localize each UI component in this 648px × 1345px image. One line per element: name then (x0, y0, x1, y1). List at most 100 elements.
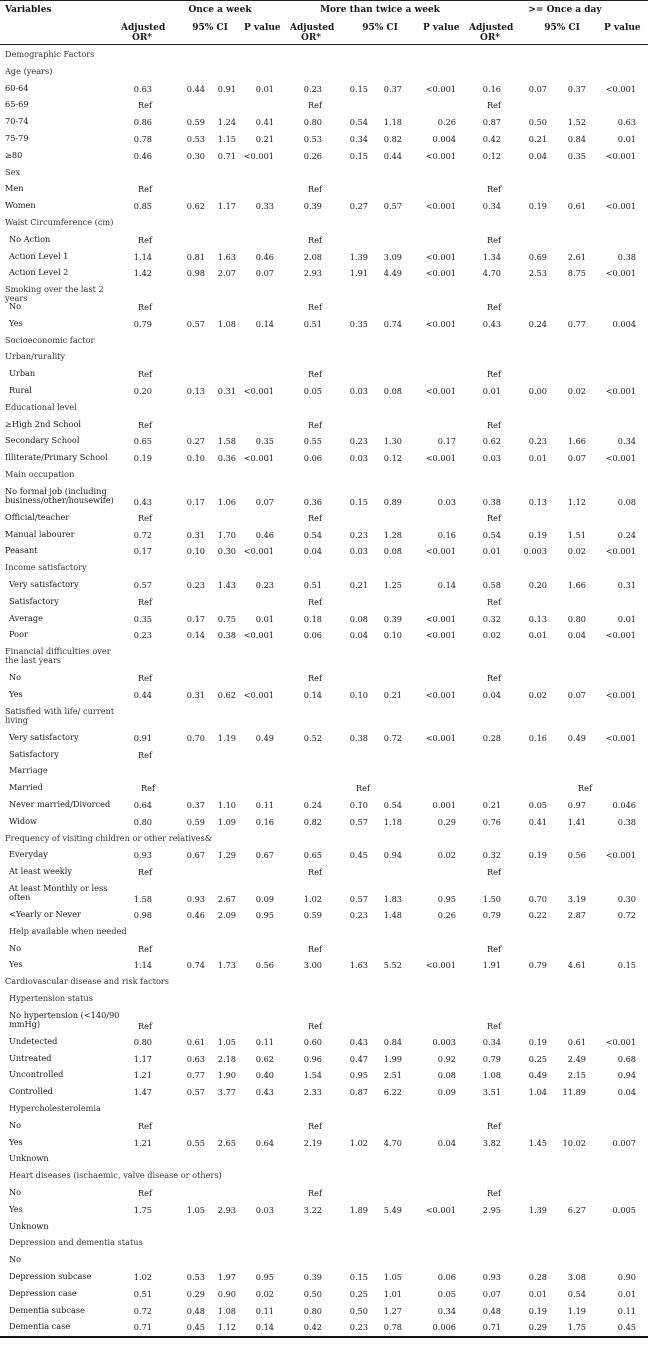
table-cell: 1.91 (482, 960, 501, 971)
table-row: Urban Ref Ref Ref (0, 367, 648, 383)
table-cell: 3.51 (482, 1087, 501, 1098)
table-cell: 0.01 (528, 453, 547, 464)
table-cell: 0.98 (133, 910, 152, 920)
table-cell: 0.26 (303, 150, 322, 161)
table-row: 70-74 0.86 0.59 1.24 0.41 0.80 0.54 1.18 0.26 0.8… (0, 115, 648, 131)
table-cell: 0.77 (567, 318, 586, 329)
table-cell: 0.17 (437, 436, 456, 447)
table-cell: 3.22 (303, 1204, 322, 1215)
table-cell: 0.08 (383, 546, 402, 557)
table-cell: 0.95 (255, 910, 274, 920)
table-cell: 0.57 (186, 318, 205, 329)
table-row: No Ref Ref Ref (0, 1119, 648, 1135)
table-cell: Ref (307, 1188, 322, 1198)
table-cell: 0.48 (186, 1305, 205, 1316)
table-cell: 1.28 (383, 529, 402, 540)
table-cell: Ref (486, 234, 501, 245)
table-row: At least Monthly or less often 1.58 0.93 2.… (0, 882, 648, 908)
table-row: ≥80 0.46 0.30 0.71 <0.001 0.26 0.15 0.44 <0.001 0… (0, 149, 648, 165)
table-cell: Ref (137, 512, 152, 523)
table-cell: 1.58 (217, 436, 236, 447)
table-cell: 0.23 (528, 436, 547, 447)
table-cell: 0.52 (303, 732, 322, 743)
table-cell: 0.24 (617, 529, 636, 540)
table-cell: 0.67 (255, 850, 274, 861)
table-cell: 0.85 (133, 201, 152, 212)
table-cell: 1.14 (133, 251, 152, 262)
table-cell: 0.003 (523, 546, 547, 557)
table-cell: 0.57 (383, 201, 402, 212)
table-cell: 0.32 (482, 850, 501, 861)
row-label: Satisfied with life/ current living (5, 705, 115, 725)
table-cell: 0.31 (217, 386, 236, 396)
table-cell: 0.03 (482, 453, 501, 464)
table-cell: 0.59 (303, 910, 322, 920)
table-cell: 0.28 (482, 732, 501, 743)
table-top-rule (0, 0, 648, 1)
table-cell: 0.94 (617, 1070, 636, 1081)
table-cell: 0.35 (349, 318, 368, 329)
table-cell: 0.57 (349, 816, 368, 827)
table-row: Uncontrolled 1.21 0.77 1.90 0.40 1.54 0.95 2.51… (0, 1068, 648, 1084)
table-cell: 0.53 (303, 134, 322, 144)
table-cell: 6.22 (383, 1087, 402, 1098)
table-cell: 0.76 (482, 816, 501, 827)
table-cell: 1.12 (217, 1322, 236, 1333)
table-cell: 11.89 (562, 1087, 586, 1098)
table-cell: 0.01 (617, 134, 636, 144)
table-cell: Ref (486, 369, 501, 380)
table-cell: 0.03 (349, 453, 368, 464)
table-cell: 0.44 (186, 83, 205, 94)
table-cell: Ref (140, 783, 155, 794)
table-cell: 0.19 (528, 850, 547, 861)
table-cell: 3.08 (567, 1272, 586, 1282)
table-cell: 0.70 (528, 894, 547, 904)
row-label: Undetected (9, 1035, 58, 1046)
table-cell: 0.79 (482, 1053, 501, 1064)
subheader-p-value: P value (244, 23, 281, 33)
table-cell: 0.08 (437, 1070, 456, 1081)
table-row: Depression case 0.51 0.29 0.90 0.02 0.50 0.25 1… (0, 1287, 648, 1303)
table-cell: 0.34 (617, 436, 636, 447)
subheader-95-ci: 95% CI (362, 23, 398, 33)
table-cell: 0.70 (186, 732, 205, 743)
table-cell: Ref (486, 596, 501, 607)
table-cell: 0.59 (186, 816, 205, 827)
table-cell: 1.63 (217, 251, 236, 262)
row-label: No Action (9, 233, 51, 244)
category-row: Main occupation (0, 468, 648, 484)
table-cell: <0.001 (243, 386, 274, 396)
table-cell: 0.06 (437, 1272, 456, 1282)
table-cell: Ref (307, 867, 322, 878)
table-row: 75-79 0.78 0.53 1.15 0.21 0.53 0.34 0.82 0.004 0.… (0, 132, 648, 148)
table-cell: 0.91 (133, 732, 152, 743)
table-cell: 0.04 (528, 150, 547, 161)
table-cell: 1.75 (567, 1322, 586, 1333)
table-cell: 0.19 (528, 1036, 547, 1047)
table-cell: 0.007 (612, 1137, 636, 1148)
row-label: Marriage (9, 765, 48, 776)
table-cell: 0.46 (255, 251, 274, 262)
category-row: Educational level (0, 401, 648, 417)
table-cell: Ref (486, 1188, 501, 1198)
table-cell: 0.04 (567, 630, 586, 641)
table-cell: 0.92 (437, 1053, 456, 1064)
table-cell: 0.21 (482, 800, 501, 810)
row-label: Sex (5, 166, 21, 177)
table-cell: 1.43 (217, 580, 236, 590)
table-cell: 1.39 (528, 1204, 547, 1215)
table-cell: 0.24 (528, 318, 547, 329)
table-cell: 0.21 (383, 690, 402, 700)
table-cell: 0.80 (567, 613, 586, 624)
row-label: Very satisfactory (9, 731, 79, 742)
table-cell: 2.95 (482, 1204, 501, 1215)
table-row: Dementia subcase 0.72 0.48 1.08 0.11 0.80 0.50… (0, 1304, 648, 1320)
table-cell: 0.04 (482, 690, 501, 700)
row-label: Depression subcase (9, 1271, 92, 1281)
table-cell: <0.001 (243, 546, 274, 557)
table-cell: 0.16 (482, 83, 501, 94)
table-cell: Ref (486, 512, 501, 523)
table-cell: Ref (577, 783, 592, 794)
table-cell: 1.70 (217, 529, 236, 540)
table-cell: 0.19 (528, 529, 547, 540)
